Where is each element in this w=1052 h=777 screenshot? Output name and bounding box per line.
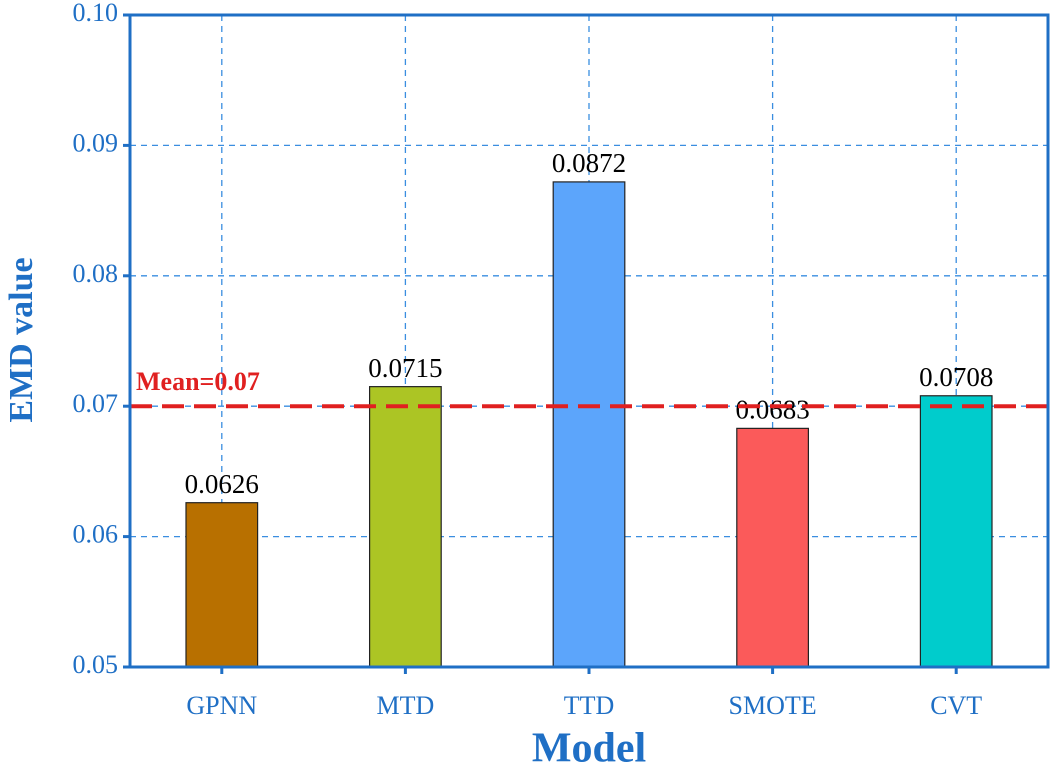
y-tick-label: 0.07 [73, 389, 119, 418]
y-tick-label: 0.09 [73, 128, 119, 157]
x-tick-label: CVT [930, 691, 982, 720]
value-label: 0.0872 [552, 148, 626, 178]
x-axis-title: Model [532, 726, 646, 772]
mean-label: Mean=0.07 [136, 367, 260, 396]
y-tick-label: 0.05 [73, 650, 119, 679]
x-tick-label: MTD [377, 691, 435, 720]
bar [368, 386, 442, 668]
x-tick-label: GPNN [186, 691, 257, 720]
value-label: 0.0715 [368, 353, 442, 383]
value-label: 0.0708 [919, 362, 993, 392]
x-tick-label: TTD [564, 691, 615, 720]
y-tick-label: 0.06 [73, 520, 119, 549]
bar [736, 427, 810, 668]
y-tick-label: 0.08 [73, 259, 119, 288]
x-tick-label: SMOTE [729, 691, 817, 720]
value-label: 0.0626 [185, 469, 259, 499]
bar [185, 502, 259, 668]
bar [552, 181, 626, 668]
value-label: 0.0683 [735, 395, 809, 425]
plot-frame [128, 13, 1050, 669]
bar [919, 395, 993, 668]
y-axis-title: EMD value [3, 257, 40, 422]
y-tick-label: 0.10 [73, 0, 119, 27]
